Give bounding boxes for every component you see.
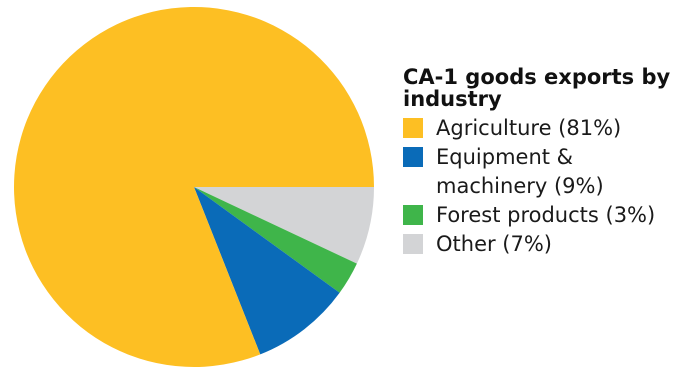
legend-item-other: Other (7%): [403, 230, 675, 259]
legend-label-other: Other (7%): [436, 232, 553, 256]
legend-item-agriculture: Agriculture (81%): [403, 114, 675, 143]
legend-item-forest: Forest products (3%): [403, 201, 675, 230]
legend-label-forest: Forest products (3%): [436, 203, 656, 227]
chart-title: CA-1 goods exports by industry: [403, 65, 671, 111]
pie-slice-agriculture: [14, 6, 374, 367]
legend-item-equipment: Equipment & machinery (9%): [403, 143, 675, 201]
pie-slice-equipment-machinery: [194, 187, 340, 355]
legend-swatch-other: [403, 234, 423, 254]
legend-swatch-agriculture: [403, 118, 423, 138]
pie-slices: [14, 6, 374, 367]
legend: Agriculture (81%) Equipment & machinery …: [403, 114, 675, 259]
legend-label-agriculture: Agriculture (81%): [436, 116, 622, 140]
legend-swatch-forest: [403, 205, 423, 225]
pie-slice-forest-products: [194, 187, 357, 293]
legend-label-equipment: Equipment & machinery (9%): [436, 145, 604, 198]
pie-slice-other: [194, 187, 374, 264]
legend-swatch-equipment: [403, 147, 423, 167]
